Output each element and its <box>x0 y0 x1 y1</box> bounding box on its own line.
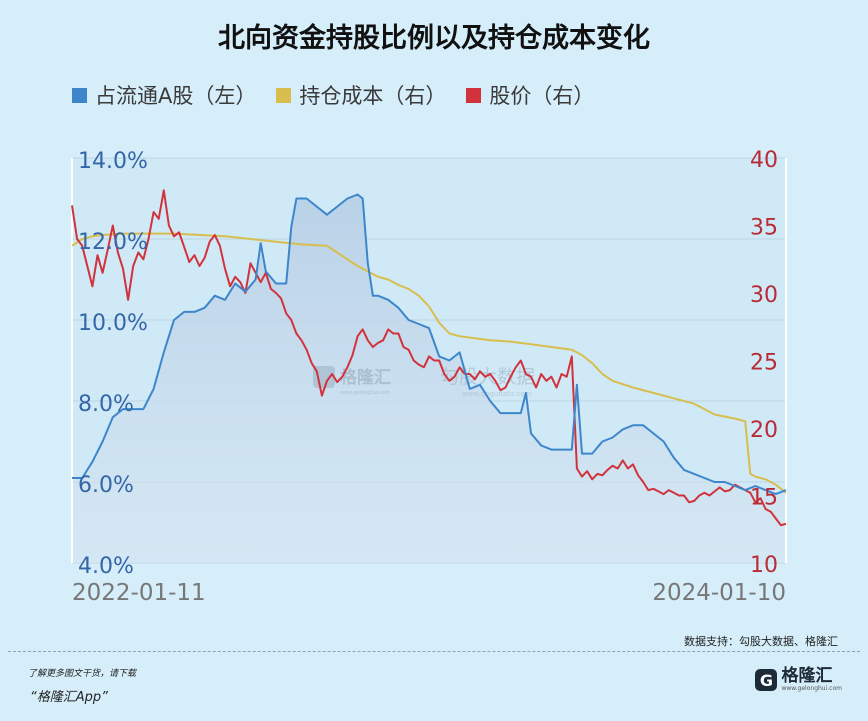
x-tick-label-end: 2024-01-10 <box>652 580 786 606</box>
right-tick-label: 40 <box>750 148 778 173</box>
series-line-0 <box>72 193 787 496</box>
legend-label-share: 占流通A股（左） <box>95 84 257 108</box>
left-tick-label: 12.0% <box>78 230 148 255</box>
right-tick-label: 10 <box>750 553 778 578</box>
left-tick-label: 14.0% <box>78 149 148 174</box>
right-tick-label: 20 <box>750 418 778 443</box>
brand-logo-block: G 格隆汇 www.gelonghui.com <box>755 668 842 692</box>
app-promo-text: 了解更多图文干货，请下载 <box>28 669 137 679</box>
legend-item-share: 占流通A股（左） <box>72 80 256 110</box>
legend-swatch-price <box>466 87 482 103</box>
series-line-2 <box>71 189 787 527</box>
brand-url: www.gelonghui.com <box>781 685 842 692</box>
brand-name: 格隆汇 <box>781 666 833 686</box>
data-source-note: 数据支持：勾股大数据、格隆汇 <box>684 635 838 648</box>
left-tick-label: 4.0% <box>78 554 134 579</box>
right-tick-label: 25 <box>750 351 778 376</box>
footer-divider <box>8 651 860 652</box>
right-tick-label: 35 <box>750 216 778 241</box>
legend-label-price: 股价（右） <box>489 84 595 108</box>
legend-item-cost: 持仓成本（右） <box>276 80 446 110</box>
watermark-site-url: www.gogudata.com <box>462 390 531 398</box>
right-tick-label: 30 <box>750 283 778 308</box>
app-promo-name: “格隆汇App” <box>30 690 108 705</box>
watermark-brand: 格隆汇 <box>340 367 391 388</box>
legend-item-price: 股价（右） <box>466 80 594 110</box>
right-tick-label: 15 <box>750 486 778 511</box>
chart-title: 北向资金持股比例以及持仓成本变化 <box>218 23 650 54</box>
brand-logo-icon: G <box>755 669 778 691</box>
legend-label-cost: 持仓成本（右） <box>299 84 447 108</box>
watermark-brand-url: www.gelonghui.com <box>340 390 391 396</box>
left-tick-label: 6.0% <box>78 473 134 498</box>
legend-swatch-cost <box>276 87 292 103</box>
x-tick-label-start: 2022-01-11 <box>72 580 206 606</box>
left-tick-label: 10.0% <box>78 311 148 336</box>
legend-swatch-share <box>72 87 87 103</box>
chart-legend: 占流通A股（左） 持仓成本（右） 股价（右） <box>72 80 594 110</box>
left-tick-label: 8.0% <box>78 392 134 417</box>
series-line-1 <box>71 232 787 494</box>
